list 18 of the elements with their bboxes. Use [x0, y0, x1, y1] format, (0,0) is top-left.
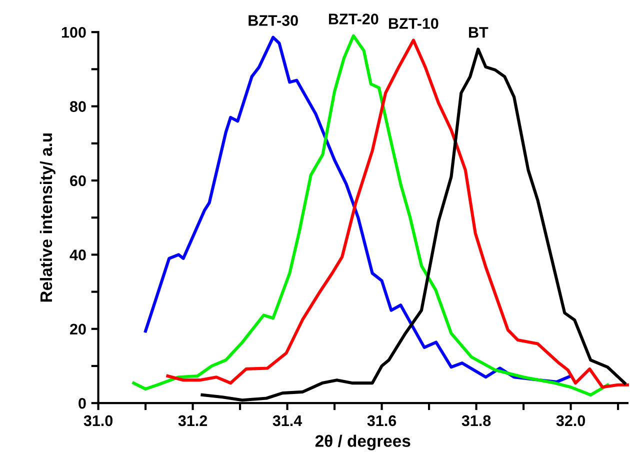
y-tick-label: 100	[62, 26, 86, 38]
x-tick-label: 32.0	[556, 415, 586, 426]
x-tick-label: 31.4	[272, 415, 302, 426]
y-tick-label: 40	[70, 250, 86, 260]
series-label: BZT-20	[328, 14, 378, 24]
y-axis-title: Relative intensity/ a.u	[40, 133, 56, 302]
x-tick-label: 31.2	[178, 415, 208, 426]
series-label: BT	[469, 27, 488, 38]
x-tick-label: 31.6	[367, 415, 396, 426]
series-label: BZT-30	[248, 15, 298, 26]
series-label: BZT-10	[388, 18, 438, 29]
y-tick-label: 20	[70, 324, 86, 335]
x-tick-label: 31.0	[84, 415, 113, 426]
x-axis-title: 2θ / degrees	[315, 434, 410, 450]
y-tick-label: 80	[70, 101, 86, 112]
x-tick-label: 31.8	[462, 415, 491, 426]
y-tick-label: 60	[70, 175, 86, 186]
y-tick-label: 0	[78, 398, 86, 409]
